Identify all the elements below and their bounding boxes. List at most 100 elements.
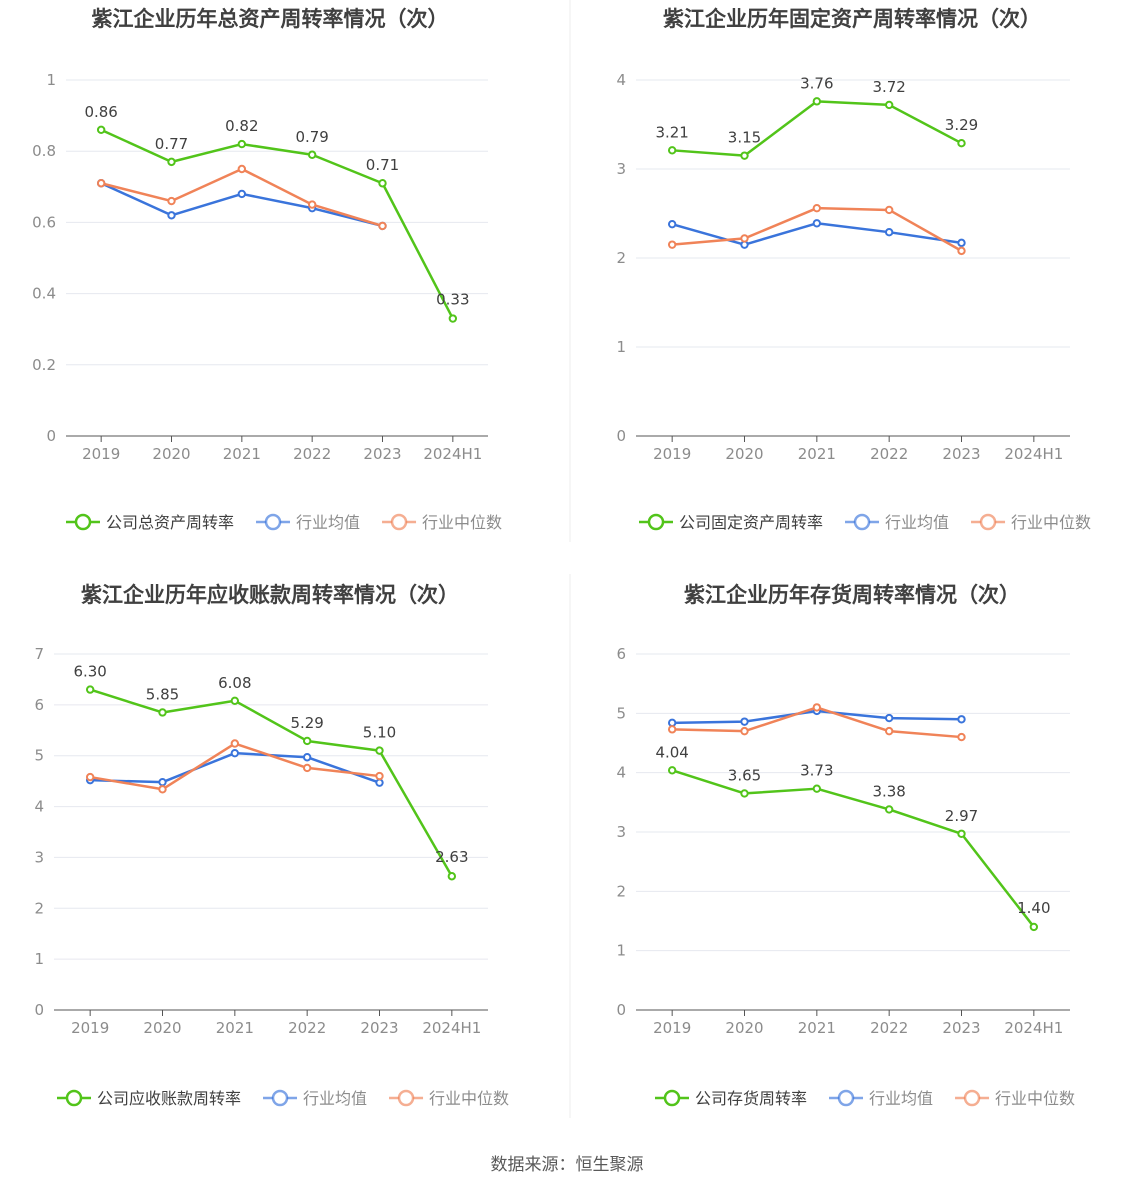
data-point-median[interactable] bbox=[378, 221, 387, 231]
legend-swatch-marker bbox=[271, 1089, 289, 1107]
data-point-average[interactable] bbox=[667, 718, 677, 728]
data-point-average[interactable] bbox=[884, 713, 894, 723]
data-point-average[interactable] bbox=[884, 227, 894, 237]
data-label: 2.63 bbox=[435, 848, 468, 866]
data-point-company[interactable] bbox=[447, 872, 457, 881]
data-point-median[interactable] bbox=[667, 725, 677, 734]
series-line-company bbox=[100, 128, 454, 320]
data-point-average[interactable] bbox=[167, 211, 176, 220]
data-point-company[interactable] bbox=[237, 139, 247, 149]
data-point-company[interactable] bbox=[812, 784, 822, 793]
data-point-company[interactable] bbox=[740, 789, 749, 798]
data-point-median[interactable] bbox=[167, 196, 176, 206]
x-tick-label: 2023 bbox=[942, 1019, 980, 1037]
data-point-median[interactable] bbox=[957, 732, 966, 742]
data-point-median[interactable] bbox=[158, 785, 167, 794]
data-point-company[interactable] bbox=[158, 708, 167, 717]
series-company: 6.30 5.85 6.08 5.29 5.10 2.63 bbox=[73, 663, 469, 881]
data-point-median[interactable] bbox=[307, 200, 317, 209]
data-point-average[interactable] bbox=[812, 219, 822, 228]
data-point-median[interactable] bbox=[812, 703, 822, 712]
data-point-company[interactable] bbox=[957, 829, 966, 838]
data-point-company[interactable] bbox=[740, 151, 749, 160]
data-point-company[interactable] bbox=[375, 746, 384, 755]
legend-item-average[interactable]: 行业均值 bbox=[263, 1089, 367, 1108]
data-point-median[interactable] bbox=[96, 179, 106, 188]
legend-item-company[interactable]: 公司总资产周转率 bbox=[66, 513, 234, 532]
data-point-median[interactable] bbox=[85, 772, 95, 782]
x-tick-label: 2020 bbox=[725, 445, 763, 463]
data-point-median[interactable] bbox=[237, 164, 247, 174]
data-label: 3.65 bbox=[728, 766, 761, 784]
data-point-company[interactable] bbox=[667, 766, 677, 775]
legend-label: 行业中位数 bbox=[429, 1089, 509, 1108]
chart-title: 紫江企业历年应收账款周转率情况（次） bbox=[81, 583, 459, 607]
data-point-median[interactable] bbox=[740, 726, 749, 736]
legend-item-median[interactable]: 行业中位数 bbox=[955, 1089, 1075, 1108]
legend-item-company[interactable]: 公司应收账款周转率 bbox=[57, 1089, 241, 1108]
data-point-median[interactable] bbox=[957, 246, 966, 256]
chart-title: 紫江企业历年存货周转率情况（次） bbox=[684, 583, 1020, 607]
legend: 公司存货周转率 行业均值 行业中位数 bbox=[655, 1089, 1075, 1108]
data-point-median[interactable] bbox=[375, 771, 384, 781]
data-source-note: 数据来源：恒生聚源 bbox=[490, 1155, 644, 1175]
legend-item-median[interactable]: 行业中位数 bbox=[389, 1089, 509, 1108]
data-point-average[interactable] bbox=[957, 238, 966, 248]
data-point-median[interactable] bbox=[302, 763, 312, 773]
data-point-company[interactable] bbox=[85, 685, 95, 694]
data-point-company[interactable] bbox=[812, 97, 822, 106]
data-point-company[interactable] bbox=[884, 100, 894, 110]
x-tick-label: 2019 bbox=[653, 1019, 691, 1037]
data-point-average[interactable] bbox=[375, 778, 384, 787]
data-point-median[interactable] bbox=[812, 203, 822, 213]
x-tick-label: 2021 bbox=[798, 445, 836, 463]
legend-swatch-marker bbox=[963, 1089, 981, 1107]
data-point-median[interactable] bbox=[884, 205, 894, 215]
data-point-median[interactable] bbox=[884, 726, 894, 736]
data-point-median[interactable] bbox=[230, 739, 240, 748]
legend-item-company[interactable]: 公司存货周转率 bbox=[655, 1089, 807, 1108]
data-point-company[interactable] bbox=[230, 696, 240, 705]
legend-label: 行业中位数 bbox=[995, 1089, 1075, 1108]
legend-item-median[interactable]: 行业中位数 bbox=[971, 513, 1091, 532]
legend-item-average[interactable]: 行业均值 bbox=[829, 1089, 933, 1108]
legend-item-average[interactable]: 行业均值 bbox=[256, 513, 360, 532]
data-point-average[interactable] bbox=[667, 219, 677, 229]
data-point-median[interactable] bbox=[667, 240, 677, 249]
legend-item-median[interactable]: 行业中位数 bbox=[382, 513, 502, 532]
data-point-company[interactable] bbox=[1029, 922, 1039, 932]
data-label: 0.71 bbox=[366, 156, 399, 174]
y-tick-label: 0.2 bbox=[32, 356, 56, 374]
data-point-company[interactable] bbox=[448, 314, 458, 323]
data-point-average[interactable] bbox=[957, 715, 966, 724]
series-line-company bbox=[672, 100, 963, 157]
data-point-average[interactable] bbox=[230, 748, 240, 758]
data-point-company[interactable] bbox=[307, 150, 317, 159]
x-tick-label: 2022 bbox=[870, 1019, 908, 1037]
y-tick-label: 2 bbox=[616, 249, 626, 267]
data-point-average[interactable] bbox=[740, 717, 749, 726]
y-tick-label: 0 bbox=[34, 1001, 44, 1019]
data-point-company[interactable] bbox=[667, 146, 677, 155]
data-label: 3.73 bbox=[800, 762, 833, 780]
legend: 公司总资产周转率 行业均值 行业中位数 bbox=[66, 513, 502, 532]
chart-panel-1: 紫江企业历年总资产周转率情况（次） 0 0.2 0.4 0.6 0.8 1 2019 2020 2… bbox=[32, 7, 502, 532]
chart-panel-4: 紫江企业历年存货周转率情况（次） 0 1 2 3 4 5 6 2019 2020 2021 2022 2… bbox=[616, 583, 1075, 1108]
y-tick-label: 0 bbox=[616, 1001, 626, 1019]
data-point-company[interactable] bbox=[378, 179, 387, 188]
data-point-average[interactable] bbox=[237, 189, 247, 199]
legend-item-average[interactable]: 行业均值 bbox=[845, 513, 949, 532]
data-point-company[interactable] bbox=[167, 157, 176, 167]
data-point-average[interactable] bbox=[158, 777, 167, 787]
data-point-median[interactable] bbox=[740, 234, 749, 243]
data-point-company[interactable] bbox=[302, 736, 312, 746]
x-tick-label: 2019 bbox=[71, 1019, 109, 1037]
data-point-average[interactable] bbox=[302, 753, 312, 762]
data-point-company[interactable] bbox=[96, 125, 106, 135]
legend-item-company[interactable]: 公司固定资产周转率 bbox=[639, 513, 823, 532]
y-tick-label: 0 bbox=[46, 427, 56, 445]
data-label: 0.77 bbox=[155, 135, 188, 153]
data-point-company[interactable] bbox=[957, 138, 966, 148]
data-point-company[interactable] bbox=[884, 805, 894, 814]
